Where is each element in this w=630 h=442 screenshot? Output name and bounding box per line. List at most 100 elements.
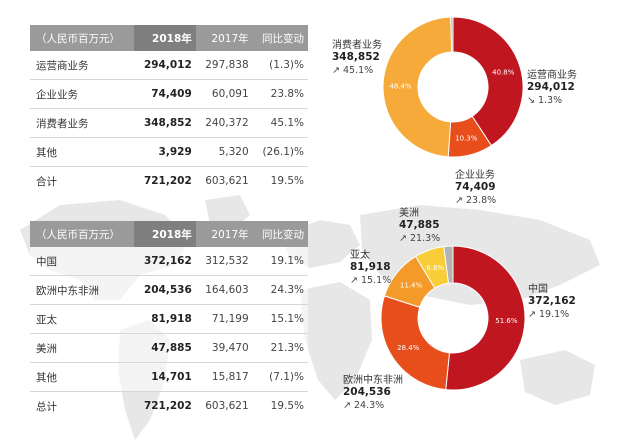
donut-slice (443, 245, 454, 284)
slice-percent-label: 28.4% (397, 344, 420, 352)
map-africa (300, 282, 372, 400)
row-label: 其他 (30, 137, 134, 167)
value-yoy: 15.1% (252, 304, 308, 334)
table-total-row: 合计 721,202 603,621 19.5% (30, 166, 308, 195)
value-yoy: (26.1)% (252, 137, 308, 167)
value-yoy: (1.3)% (252, 51, 308, 80)
donut-slice (380, 295, 451, 391)
callout-value: 348,852 (332, 51, 380, 63)
table-row: 美洲 47,885 39,470 21.3% (30, 333, 308, 363)
callout-name: 运营商业务 (527, 68, 577, 81)
value-2017: 164,603 (195, 275, 253, 305)
value-2018: 348,852 (134, 108, 196, 138)
value-2017: 312,532 (195, 247, 253, 276)
header-unit: （人民币百万元） (30, 25, 134, 51)
value-2017: 60,091 (195, 79, 253, 109)
callout-change: ↘ 1.3% (527, 95, 562, 106)
callout-value: 294,012 (527, 81, 575, 93)
value-2018: 204,536 (134, 275, 196, 305)
total-yoy: 19.5% (252, 166, 308, 195)
slice-percent-label: 48.4% (389, 83, 412, 91)
slice-percent-label: 40.8% (492, 68, 515, 76)
header-yoy: 同比变动 (252, 25, 308, 51)
callout-name: 消费者业务 (332, 38, 382, 51)
callout-name: 亚太 (350, 248, 370, 261)
value-2017: 39,470 (195, 333, 253, 363)
value-2018: 47,885 (134, 333, 196, 363)
table-row: 亚太 81,918 71,199 15.1% (30, 304, 308, 334)
slice-percent-label: 10.3% (455, 134, 478, 142)
value-yoy: 24.3% (252, 275, 308, 305)
total-label: 合计 (30, 166, 134, 195)
segment-revenue-table: （人民币百万元） 2018年 2017年 同比变动 运营商业务 294,012 … (30, 25, 308, 195)
total-2017: 603,621 (195, 166, 253, 195)
row-label: 亚太 (30, 304, 134, 334)
donut-slice (450, 16, 454, 53)
callout-name: 美洲 (399, 206, 419, 219)
table-row: 企业业务 74,409 60,091 23.8% (30, 79, 308, 109)
value-2018: 81,918 (134, 304, 196, 334)
table-header-row: （人民币百万元） 2018年 2017年 同比变动 (30, 221, 308, 247)
callout-change: ↗ 21.3% (399, 233, 440, 244)
value-yoy: 23.8% (252, 79, 308, 109)
callout-change: ↗ 23.8% (455, 195, 496, 206)
callout-change: ↗ 24.3% (343, 400, 384, 411)
value-2017: 71,199 (195, 304, 253, 334)
value-yoy: (7.1)% (252, 362, 308, 392)
callout-change: ↗ 15.1% (350, 275, 391, 286)
row-label: 其他 (30, 362, 134, 392)
callout-change: ↗ 19.1% (528, 309, 569, 320)
table-row: 运营商业务 294,012 297,838 (1.3)% (30, 51, 308, 80)
header-2017: 2017年 (195, 25, 253, 51)
total-label: 总计 (30, 391, 134, 420)
callout-name: 欧洲中东非洲 (343, 373, 403, 386)
header-2018: 2018年 (134, 221, 196, 247)
value-yoy: 21.3% (252, 333, 308, 363)
callout-name: 企业业务 (455, 168, 495, 181)
value-yoy: 19.1% (252, 247, 308, 276)
table-total-row: 总计 721,202 603,621 19.5% (30, 391, 308, 420)
header-2017: 2017年 (195, 221, 253, 247)
donut-slice (382, 16, 453, 158)
row-label: 欧洲中东非洲 (30, 275, 134, 305)
value-2018: 14,701 (134, 362, 196, 392)
header-unit: （人民币百万元） (30, 221, 134, 247)
row-label: 中国 (30, 247, 134, 276)
callout-value: 47,885 (399, 219, 440, 231)
table-row: 其他 3,929 5,320 (26.1)% (30, 137, 308, 167)
row-label: 企业业务 (30, 79, 134, 109)
slice-percent-label: 11.4% (400, 281, 423, 289)
callout-change: ↗ 45.1% (332, 65, 373, 76)
callout-value: 74,409 (455, 181, 496, 193)
value-yoy: 45.1% (252, 108, 308, 138)
header-2018: 2018年 (134, 25, 196, 51)
slice-percent-label: 6.6% (426, 264, 444, 272)
map-australia (520, 350, 595, 405)
value-2017: 240,372 (195, 108, 253, 138)
row-label: 运营商业务 (30, 51, 134, 80)
donut-slice (445, 245, 526, 391)
total-2018: 721,202 (134, 166, 196, 195)
donut-slice (452, 16, 524, 147)
value-2018: 294,012 (134, 51, 196, 80)
total-2018: 721,202 (134, 391, 196, 420)
table-row: 欧洲中东非洲 204,536 164,603 24.3% (30, 275, 308, 305)
total-2017: 603,621 (195, 391, 253, 420)
value-2017: 297,838 (195, 51, 253, 80)
callout-name: 中国 (528, 282, 548, 295)
table-row: 其他 14,701 15,817 (7.1)% (30, 362, 308, 392)
header-yoy: 同比变动 (252, 221, 308, 247)
callout-value: 372,162 (528, 295, 576, 307)
value-2018: 372,162 (134, 247, 196, 276)
table-header-row: （人民币百万元） 2018年 2017年 同比变动 (30, 25, 308, 51)
table-row: 中国 372,162 312,532 19.1% (30, 247, 308, 276)
